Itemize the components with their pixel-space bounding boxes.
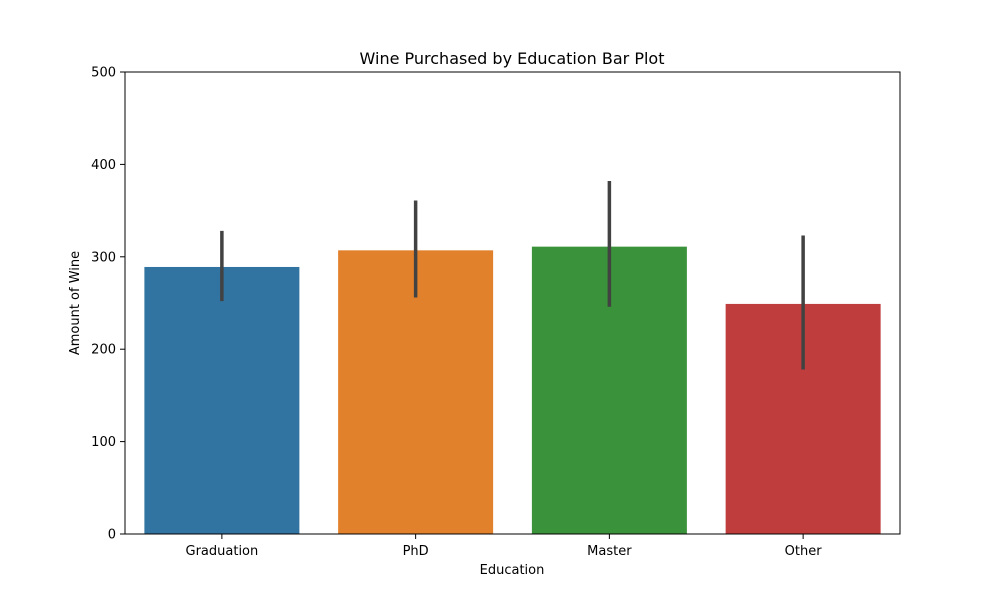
bars-layer	[144, 246, 881, 534]
y-tick-label: 300	[91, 250, 116, 265]
y-tick-label: 0	[108, 528, 116, 543]
y-tick-label: 500	[91, 66, 116, 81]
y-axis: 0 100 200 300 400 500	[91, 66, 125, 543]
chart-title: Wine Purchased by Education Bar Plot	[360, 49, 665, 68]
plot-frame	[124, 71, 901, 535]
x-tick-label-phd: PhD	[403, 544, 429, 559]
x-tick-label-graduation: Graduation	[186, 544, 259, 559]
x-tick-label-master: Master	[587, 544, 632, 559]
error-bars-layer	[220, 181, 805, 370]
x-axis: Graduation PhD Master Other	[186, 534, 823, 559]
x-axis-label: Education	[480, 563, 545, 578]
x-tick-label-other: Other	[785, 544, 823, 559]
y-axis-label: Amount of Wine	[68, 251, 83, 355]
y-tick-label: 400	[91, 158, 116, 173]
bar-graduation	[144, 266, 300, 534]
bar-phd	[338, 250, 494, 534]
y-tick-label: 200	[91, 343, 116, 358]
y-tick-label: 100	[91, 435, 116, 450]
